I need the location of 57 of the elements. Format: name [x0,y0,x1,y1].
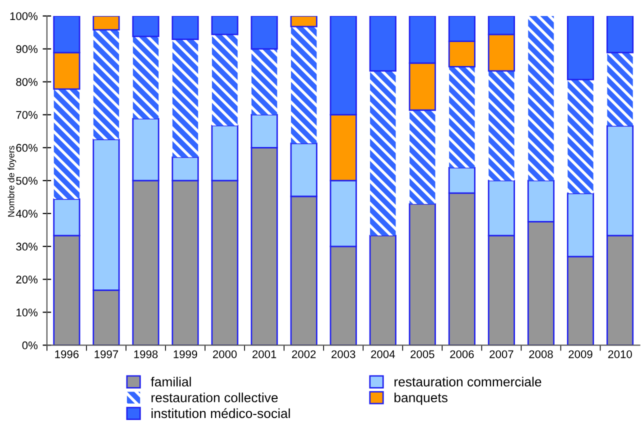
x-tick-label: 1996 [55,350,79,358]
y-tick-label: 90% [16,45,38,54]
x-tick-label: 2005 [410,350,434,358]
bar [211,16,238,36]
bar [54,89,80,200]
bar [410,110,436,204]
x-tick-label: 2006 [450,350,474,358]
y-tick-label: 30% [16,242,38,251]
y-tick-label: 50% [16,176,38,185]
bar [408,203,436,346]
bar [172,16,199,40]
bar [93,30,120,140]
x-tick-label: 2002 [292,350,316,358]
x-tick-label: 1997 [94,350,118,358]
bar [488,70,514,181]
bar [568,80,594,194]
bar [566,16,594,80]
bar [606,16,634,54]
y-tick-label: 40% [16,210,38,218]
bar [449,66,475,168]
x-tick-label: 2010 [608,350,632,358]
bar [132,36,159,119]
x-tick-label: 2003 [332,350,356,358]
y-tick-label: 100% [10,12,38,20]
x-tick-label: 2007 [490,350,514,358]
legend-label: institution médico-social [152,408,290,418]
bar [290,26,317,144]
y-tick-label: 80% [16,78,38,86]
bar [92,16,120,31]
bar [528,16,554,181]
bar [250,16,278,50]
y-tick-label: 60% [16,144,38,152]
x-tick-label: 2000 [212,350,237,358]
x-tick-label: 2001 [252,350,276,358]
x-tick-label: 1999 [174,350,198,358]
legend-label: restauration collective [152,392,278,402]
bar [369,234,396,346]
bar [290,16,318,28]
bar [132,16,160,38]
x-tick-label: 1998 [134,350,158,358]
legend-label: familial [150,376,191,387]
y-tick-label: 20% [16,276,38,284]
x-tick-label: 2009 [568,350,592,358]
bar [251,48,278,115]
x-tick-label: 2004 [371,350,395,358]
bar [369,16,396,72]
y-axis-title: Nombre de foyers [8,146,16,217]
y-tick-label: 0% [22,341,38,350]
bar [172,39,198,158]
bar [370,70,396,236]
legend-label: banquets [394,392,448,405]
y-tick-label: 70% [16,111,38,119]
bar [607,52,633,126]
legend-label: restauration commerciale [394,376,542,387]
x-tick-label: 2008 [529,350,553,358]
bar [212,34,238,126]
y-tick-label: 10% [16,308,38,316]
